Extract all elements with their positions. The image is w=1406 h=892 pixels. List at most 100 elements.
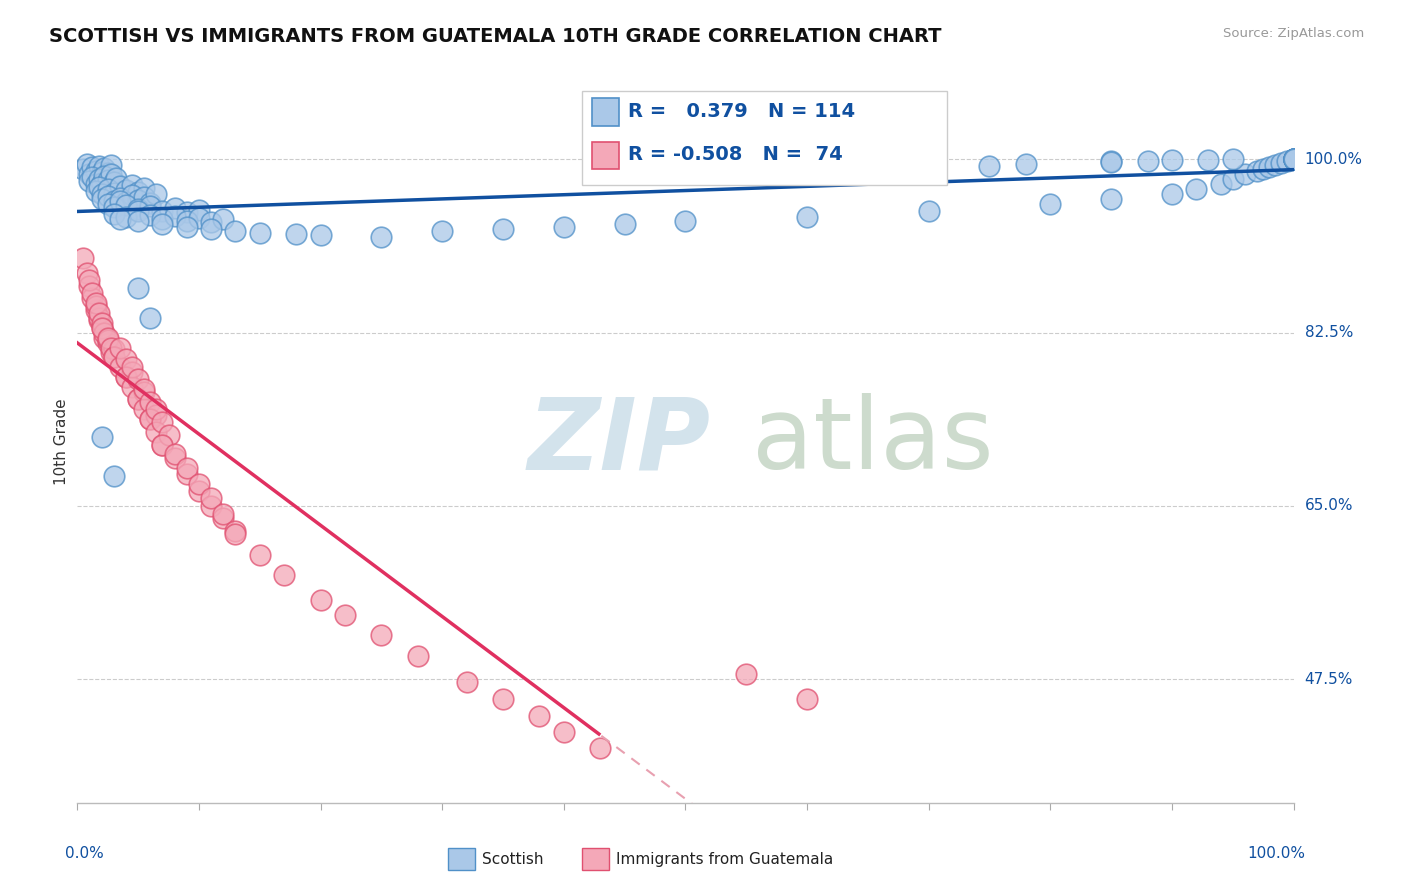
Point — [249, 226, 271, 240]
Point — [1015, 157, 1038, 171]
Point — [134, 190, 156, 204]
FancyBboxPatch shape — [582, 91, 946, 185]
Point — [127, 281, 149, 295]
Point — [115, 370, 138, 384]
Point — [103, 207, 125, 221]
Point — [115, 183, 138, 197]
Point — [152, 211, 174, 226]
Point — [108, 191, 131, 205]
Point — [89, 160, 111, 174]
Point — [108, 341, 131, 355]
Point — [553, 724, 575, 739]
Point — [84, 296, 107, 310]
Y-axis label: 10th Grade: 10th Grade — [53, 398, 69, 485]
Point — [285, 227, 308, 241]
Point — [1209, 178, 1232, 192]
Point — [188, 202, 211, 217]
Bar — [592, 142, 619, 169]
Point — [553, 219, 575, 234]
Point — [1039, 197, 1062, 211]
Text: Immigrants from Guatemala: Immigrants from Guatemala — [616, 852, 834, 867]
Point — [145, 408, 167, 422]
Point — [115, 352, 138, 367]
Point — [430, 224, 453, 238]
Point — [97, 197, 120, 211]
Point — [72, 252, 94, 266]
Point — [157, 427, 180, 442]
Point — [139, 199, 162, 213]
Point — [139, 310, 162, 325]
Text: 47.5%: 47.5% — [1305, 672, 1353, 687]
Point — [145, 187, 167, 202]
Point — [103, 194, 125, 208]
Point — [76, 157, 98, 171]
Point — [1282, 153, 1305, 167]
Text: Scottish: Scottish — [482, 852, 544, 867]
Point — [1282, 153, 1305, 167]
Point — [1233, 167, 1256, 181]
Point — [796, 691, 818, 706]
Point — [1136, 154, 1159, 169]
Point — [139, 208, 162, 222]
Text: 82.5%: 82.5% — [1305, 326, 1353, 340]
Point — [1277, 154, 1299, 169]
Point — [1264, 158, 1286, 172]
Point — [79, 174, 101, 188]
Point — [163, 201, 186, 215]
Text: ZIP: ZIP — [527, 393, 710, 490]
Point — [145, 425, 167, 439]
Text: 100.0%: 100.0% — [1247, 847, 1306, 861]
Point — [80, 161, 103, 175]
Point — [163, 451, 186, 466]
Point — [93, 169, 115, 184]
Point — [93, 330, 115, 344]
Point — [1270, 156, 1292, 170]
Point — [90, 320, 112, 334]
Point — [127, 392, 149, 406]
Point — [84, 302, 107, 317]
Point — [492, 691, 515, 706]
Point — [152, 203, 174, 218]
Point — [121, 360, 143, 375]
Point — [127, 202, 149, 216]
Point — [115, 210, 138, 224]
Point — [121, 178, 143, 193]
Point — [79, 279, 101, 293]
Point — [200, 215, 222, 229]
Point — [176, 461, 198, 475]
Point — [1282, 153, 1305, 167]
Point — [103, 175, 125, 189]
Point — [90, 187, 112, 202]
Point — [105, 171, 128, 186]
Point — [127, 214, 149, 228]
Text: 0.0%: 0.0% — [65, 847, 104, 861]
Point — [97, 335, 120, 350]
Point — [72, 162, 94, 177]
Point — [370, 627, 392, 641]
Point — [309, 593, 332, 607]
Point — [127, 193, 149, 207]
Point — [735, 667, 758, 681]
Point — [145, 401, 167, 416]
Point — [90, 192, 112, 206]
Point — [100, 345, 122, 359]
Point — [84, 178, 107, 192]
Point — [224, 224, 246, 238]
Point — [163, 447, 186, 461]
Point — [1282, 153, 1305, 167]
Point — [1197, 153, 1219, 168]
Point — [103, 186, 125, 200]
Point — [108, 194, 131, 208]
Point — [89, 172, 111, 186]
Point — [212, 510, 235, 524]
Point — [97, 166, 120, 180]
Point — [93, 161, 115, 176]
Point — [1099, 192, 1122, 206]
Point — [856, 163, 879, 178]
Point — [188, 483, 211, 498]
Point — [103, 200, 125, 214]
Point — [918, 203, 941, 218]
Point — [1282, 153, 1305, 167]
Point — [89, 306, 111, 320]
Point — [97, 173, 120, 187]
